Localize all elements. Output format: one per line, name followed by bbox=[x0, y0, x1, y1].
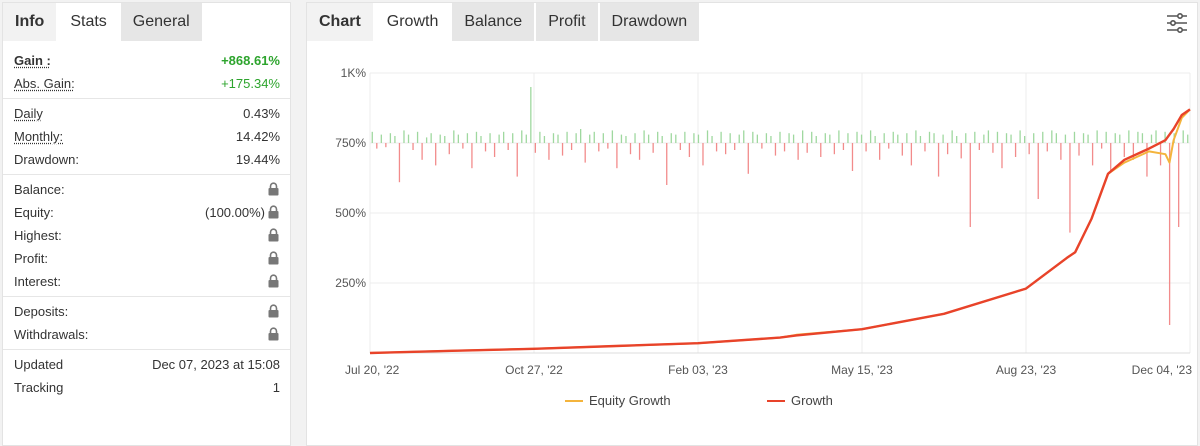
lock-icon bbox=[268, 182, 279, 196]
abs-gain-row: Abs. Gain: +175.34% bbox=[3, 72, 290, 95]
monthly-value: 14.42% bbox=[235, 129, 280, 144]
daily-label[interactable]: Daily bbox=[14, 106, 43, 121]
tab-stats[interactable]: Stats bbox=[58, 3, 119, 41]
monthly-label[interactable]: Monthly: bbox=[14, 129, 64, 144]
updated-row: Updated Dec 07, 2023 at 15:08 bbox=[3, 353, 290, 376]
updated-label: Updated bbox=[14, 357, 64, 372]
gain-group: Gain : +868.61% Abs. Gain: +175.34% bbox=[3, 45, 290, 99]
equity-label: Equity: bbox=[14, 205, 54, 220]
deposits-group: Deposits: Withdrawals: bbox=[3, 297, 290, 350]
daily-value: 0.43% bbox=[243, 106, 280, 121]
equity-row: Equity: (100.00%) bbox=[3, 201, 290, 224]
tracking-value: 1 bbox=[272, 380, 280, 395]
interest-row: Interest: bbox=[3, 270, 290, 293]
x-tick-label: Oct 27, '22 bbox=[505, 363, 563, 377]
lock-icon bbox=[268, 304, 279, 318]
growth-chart[interactable]: 250% 500% 750% 1K% Jul 20, '22 Oct 27, '22 Fe… bbox=[307, 43, 1197, 445]
tab-general[interactable]: General bbox=[120, 3, 202, 41]
gain-value: +868.61% bbox=[221, 53, 280, 68]
chart-panel: Chart Growth Balance Profit Drawdown 250… bbox=[306, 2, 1198, 446]
y-axis: 250% 500% 750% 1K% bbox=[335, 66, 366, 290]
drawdown-label: Drawdown: bbox=[14, 152, 80, 167]
updated-value: Dec 07, 2023 at 15:08 bbox=[152, 357, 280, 372]
legend-label: Equity Growth bbox=[589, 393, 671, 408]
y-tick-label: 750% bbox=[335, 136, 366, 150]
y-tick-label: 1K% bbox=[341, 66, 367, 80]
daily-row: Daily 0.43% bbox=[3, 102, 290, 125]
highest-row: Highest: bbox=[3, 224, 290, 247]
stats-list: Gain : +868.61% Abs. Gain: +175.34% Dail… bbox=[3, 45, 290, 402]
x-tick-label: Aug 23, '23 bbox=[996, 363, 1057, 377]
equity-growth-series-line bbox=[369, 108, 1191, 354]
legend-label: Growth bbox=[791, 393, 833, 408]
lock-icon bbox=[268, 274, 279, 288]
tracking-label: Tracking bbox=[14, 380, 64, 395]
abs-gain-value: +175.34% bbox=[221, 76, 280, 91]
account-stats-panel: Info Stats General Gain : +868.61% Abs. … bbox=[2, 2, 291, 446]
monthly-row: Monthly: 14.42% bbox=[3, 125, 290, 148]
x-tick-label: Dec 04, '23 bbox=[1132, 363, 1193, 377]
tab-balance[interactable]: Balance bbox=[452, 3, 535, 41]
drawdown-value: 19.44% bbox=[235, 152, 280, 167]
x-tick-label: Jul 20, '22 bbox=[345, 363, 400, 377]
withdrawals-label: Withdrawals: bbox=[14, 327, 89, 342]
chart-grid bbox=[369, 72, 1191, 354]
lock-icon bbox=[268, 205, 279, 219]
profit-label: Profit: bbox=[14, 251, 48, 266]
tab-profit[interactable]: Profit bbox=[536, 3, 598, 41]
growth-series-line bbox=[369, 108, 1191, 355]
performance-group: Daily 0.43% Monthly: 14.42% Drawdown: 19… bbox=[3, 99, 290, 175]
abs-gain-label[interactable]: Abs. Gain: bbox=[14, 76, 75, 91]
gain-row: Gain : +868.61% bbox=[3, 49, 290, 72]
x-tick-label: Feb 03, '23 bbox=[668, 363, 728, 377]
profit-row: Profit: bbox=[3, 247, 290, 270]
balance-row: Balance: bbox=[3, 178, 290, 201]
chart-legend: Equity Growth Growth bbox=[565, 393, 833, 408]
lock-icon bbox=[268, 228, 279, 242]
growth-lines bbox=[369, 108, 1191, 355]
chart-tabbar: Chart Growth Balance Profit Drawdown bbox=[307, 3, 701, 43]
x-axis: Jul 20, '22 Oct 27, '22 Feb 03, '23 May 15,… bbox=[345, 363, 1192, 377]
lock-icon bbox=[268, 327, 279, 341]
equity-percent: (100.00%) bbox=[205, 205, 265, 220]
lock-icon bbox=[268, 251, 279, 265]
highest-label: Highest: bbox=[14, 228, 62, 243]
deposits-row: Deposits: bbox=[3, 300, 290, 323]
tab-info[interactable]: Info bbox=[3, 3, 57, 41]
interest-label: Interest: bbox=[14, 274, 61, 289]
balance-group: Balance: Equity: (100.00%) Highest: Prof… bbox=[3, 175, 290, 297]
tab-drawdown[interactable]: Drawdown bbox=[599, 3, 700, 41]
x-tick-label: May 15, '23 bbox=[831, 363, 893, 377]
gain-label[interactable]: Gain : bbox=[14, 53, 51, 68]
deposits-label: Deposits: bbox=[14, 304, 69, 319]
y-tick-label: 500% bbox=[335, 206, 366, 220]
tab-growth[interactable]: Growth bbox=[374, 3, 451, 41]
withdrawals-row: Withdrawals: bbox=[3, 323, 290, 346]
y-tick-label: 250% bbox=[335, 276, 366, 290]
balance-label: Balance: bbox=[14, 182, 65, 197]
daily-change-bars bbox=[371, 87, 1189, 325]
drawdown-row: Drawdown: 19.44% bbox=[3, 148, 290, 171]
tab-chart[interactable]: Chart bbox=[307, 3, 373, 41]
meta-group: Updated Dec 07, 2023 at 15:08 Tracking 1 bbox=[3, 350, 290, 402]
tracking-row: Tracking 1 bbox=[3, 376, 290, 399]
left-tabbar: Info Stats General bbox=[3, 3, 204, 43]
sliders-icon[interactable] bbox=[1165, 11, 1189, 35]
